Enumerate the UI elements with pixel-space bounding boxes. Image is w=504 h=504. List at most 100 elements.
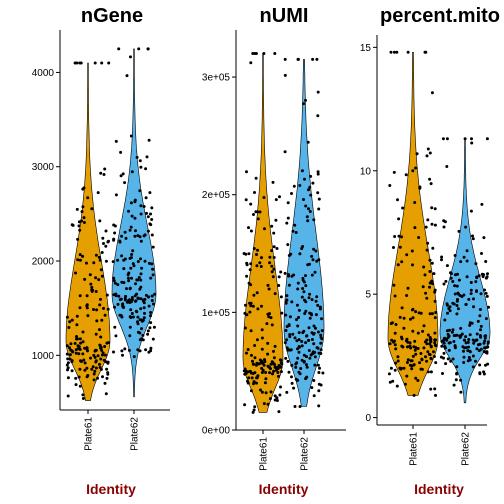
- data-point: [89, 356, 92, 360]
- panel-numi: nUMI 0e+00 1e+05 2e+05 3e+05 Plate61 Plate62 Id…: [202, 5, 346, 497]
- data-point: [65, 352, 69, 356]
- data-point: [121, 305, 125, 309]
- data-point: [469, 281, 473, 284]
- data-point: [470, 321, 474, 325]
- data-point: [130, 253, 134, 256]
- data-point: [480, 252, 483, 255]
- data-point: [317, 207, 321, 211]
- data-point: [321, 371, 325, 375]
- data-point: [151, 302, 155, 306]
- data-point: [424, 355, 427, 359]
- data-point: [95, 319, 99, 323]
- data-point: [253, 356, 257, 360]
- data-point: [479, 328, 482, 332]
- data-point: [256, 210, 260, 214]
- data-point: [122, 281, 126, 285]
- data-point: [114, 294, 118, 298]
- data-point: [443, 220, 447, 224]
- data-point: [432, 355, 436, 358]
- data-point: [296, 324, 300, 328]
- data-point: [468, 350, 472, 354]
- data-point: [430, 312, 434, 316]
- data-point: [297, 331, 301, 335]
- data-point: [97, 255, 101, 259]
- data-point: [415, 152, 419, 156]
- data-point: [150, 218, 154, 221]
- data-point: [312, 218, 316, 222]
- data-point: [68, 320, 72, 324]
- data-point: [76, 337, 79, 341]
- data-point: [292, 386, 296, 390]
- data-point: [153, 292, 157, 296]
- data-point: [148, 222, 152, 226]
- data-point: [149, 314, 152, 318]
- data-point: [296, 57, 300, 61]
- data-point: [311, 57, 315, 61]
- data-point: [122, 267, 126, 271]
- data-point: [303, 312, 307, 315]
- data-point: [283, 341, 287, 345]
- data-point: [150, 294, 154, 298]
- data-point: [100, 274, 104, 278]
- data-point: [406, 358, 410, 362]
- data-point: [406, 50, 410, 54]
- data-point: [101, 236, 105, 240]
- data-point: [74, 376, 78, 380]
- data-point: [428, 177, 432, 181]
- data-point: [125, 74, 129, 78]
- data-point: [80, 210, 84, 214]
- data-point: [272, 349, 275, 353]
- data-point: [135, 278, 139, 282]
- data-point: [310, 313, 314, 317]
- data-point: [278, 393, 282, 397]
- data-point: [90, 285, 94, 289]
- data-point: [452, 383, 456, 387]
- data-point: [434, 393, 437, 397]
- data-point: [442, 356, 445, 360]
- data-point: [272, 231, 276, 235]
- panel-title: percent.mito: [380, 5, 500, 27]
- data-point: [449, 276, 453, 280]
- data-point: [483, 288, 486, 292]
- data-point: [285, 294, 289, 298]
- data-point: [129, 55, 132, 59]
- data-point: [402, 366, 406, 370]
- data-point: [250, 376, 254, 380]
- data-point: [428, 258, 432, 262]
- data-point: [287, 324, 291, 327]
- data-point: [127, 279, 131, 283]
- data-point: [316, 303, 320, 307]
- data-point: [401, 345, 405, 349]
- data-point: [300, 169, 304, 173]
- data-point: [305, 334, 309, 338]
- x-axis-title: Identity: [259, 481, 309, 497]
- data-point: [253, 371, 257, 375]
- data-point: [276, 371, 280, 374]
- data-point: [388, 184, 392, 187]
- data-point: [268, 371, 272, 375]
- data-point: [445, 302, 449, 306]
- data-point: [279, 270, 283, 274]
- data-point: [402, 316, 406, 320]
- data-point: [97, 278, 101, 282]
- data-point: [442, 341, 446, 345]
- data-point: [393, 368, 397, 372]
- data-point: [260, 304, 263, 308]
- data-point: [394, 347, 398, 351]
- data-point: [475, 347, 479, 351]
- data-point: [296, 287, 300, 291]
- data-point: [151, 337, 155, 341]
- x-axis-title: Identity: [414, 481, 464, 497]
- data-point: [78, 367, 82, 371]
- data-point: [312, 331, 316, 335]
- data-point: [255, 264, 259, 268]
- data-point: [245, 313, 249, 317]
- data-point: [269, 367, 272, 371]
- data-point: [414, 310, 418, 314]
- data-point: [149, 276, 153, 280]
- data-point: [404, 173, 408, 177]
- data-point: [251, 359, 254, 363]
- data-point: [462, 355, 466, 359]
- data-point: [467, 338, 471, 341]
- data-point: [316, 172, 320, 176]
